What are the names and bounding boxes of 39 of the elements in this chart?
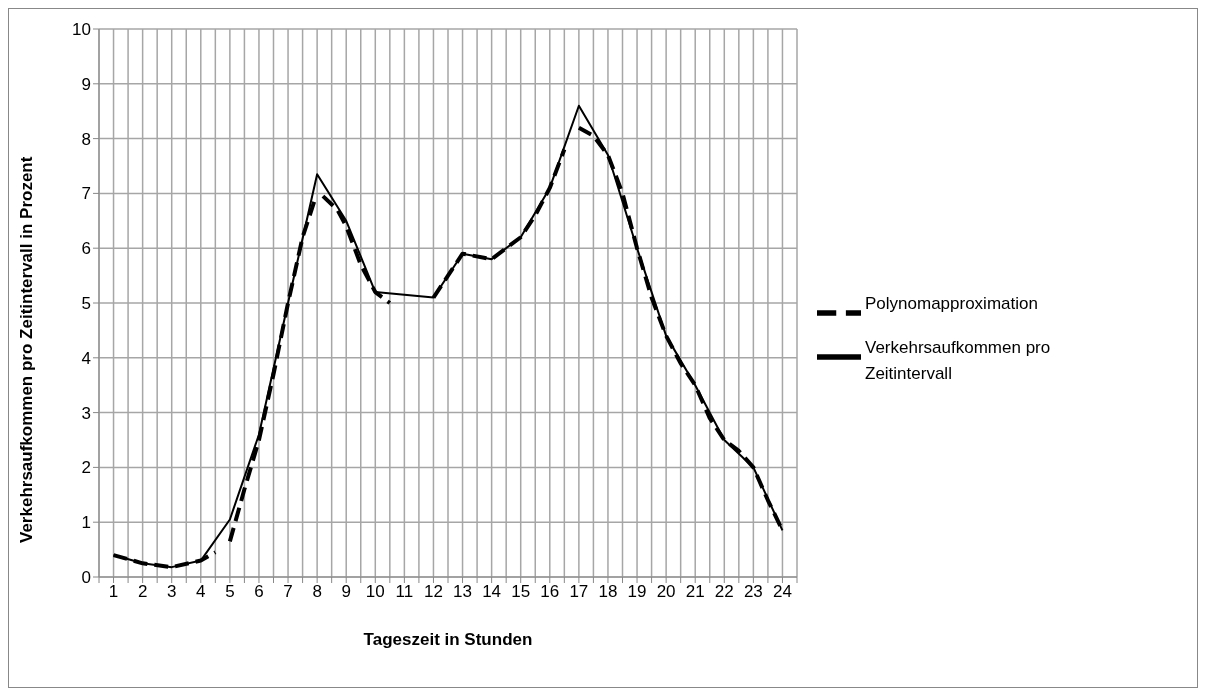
x-tick-label: 2 — [137, 582, 148, 602]
x-tick-label: 7 — [283, 582, 293, 602]
y-axis-title: Verkehrsaufkommen pro Zeitintervall in Prozent — [17, 156, 37, 543]
x-tick-label: 23 — [743, 582, 763, 602]
x-tick-label: 9 — [341, 582, 351, 602]
y-tick-label: 6 — [81, 239, 91, 259]
x-tick-label: 1 — [108, 582, 119, 602]
x-tick-label: 21 — [685, 582, 705, 602]
x-tick-label: 18 — [598, 582, 618, 602]
legend-label: Polynomapproximation — [865, 293, 1038, 315]
y-tick-label: 3 — [81, 403, 91, 423]
x-tick-label: 19 — [627, 582, 647, 602]
y-tick-label: 0 — [81, 568, 91, 588]
x-tick-label: 5 — [225, 582, 235, 602]
y-tick-label: 8 — [81, 129, 91, 149]
x-tick-label: 8 — [312, 582, 322, 602]
x-tick-label: 17 — [569, 582, 589, 602]
legend-label: Verkehrsaufkommen pro Zeitintervall — [865, 337, 1052, 385]
y-tick-label: 1 — [81, 513, 91, 533]
x-tick-label: 24 — [773, 582, 792, 602]
x-tick-label: 10 — [365, 582, 385, 602]
y-tick-label: 4 — [81, 348, 91, 368]
x-tick-label: 12 — [424, 582, 443, 602]
x-axis-title: Tageszeit in Stunden — [363, 630, 533, 649]
y-tick-label: 2 — [81, 458, 91, 478]
x-tick-label: 16 — [540, 582, 560, 602]
x-tick-label: 15 — [511, 582, 531, 602]
x-tick-label: 11 — [395, 582, 414, 602]
x-tick-label: 4 — [196, 582, 206, 602]
y-tick-label: 7 — [81, 184, 91, 204]
y-tick-label: 10 — [72, 20, 91, 40]
x-tick-label: 22 — [714, 582, 734, 602]
y-tick-label: 5 — [81, 294, 91, 314]
x-tick-label: 20 — [656, 582, 676, 602]
y-tick-label: 9 — [81, 74, 91, 94]
x-tick-label: 14 — [482, 582, 502, 602]
x-tick-label: 13 — [453, 582, 472, 602]
x-tick-label: 6 — [254, 582, 264, 602]
x-tick-label: 3 — [166, 582, 177, 602]
